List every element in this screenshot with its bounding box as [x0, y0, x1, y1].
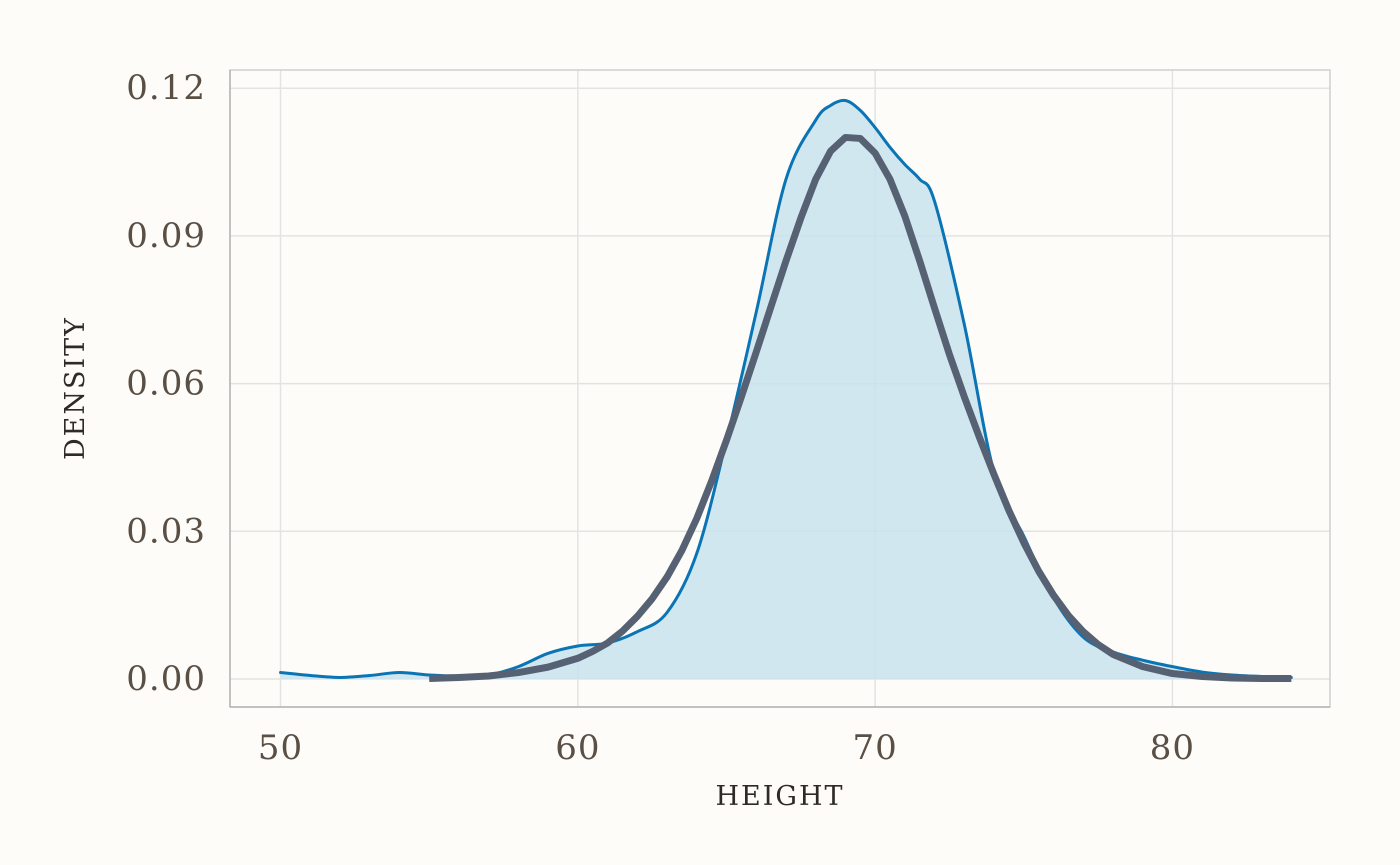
y-tick-label: 0.03	[126, 511, 206, 551]
x-tick-label: 50	[258, 728, 303, 768]
x-tick-label: 80	[1150, 728, 1195, 768]
y-tick-label: 0.06	[126, 364, 206, 404]
y-tick-label: 0.09	[126, 216, 206, 256]
normal-fit-line	[429, 133, 1292, 682]
series-layer	[279, 98, 1293, 682]
x-tick-label: 60	[555, 728, 600, 768]
density-area-fill	[280, 100, 1292, 679]
y-tick-label: 0.00	[126, 659, 206, 699]
y-axis-title: DENSITY	[60, 316, 91, 460]
y-tick-label: 0.12	[126, 68, 206, 108]
x-tick-label: 70	[853, 728, 898, 768]
axes: 50 60 70 80 0.00 0.03 0.06 0.09 0.12	[126, 68, 1330, 768]
x-axis-title: HEIGHT	[715, 781, 844, 812]
